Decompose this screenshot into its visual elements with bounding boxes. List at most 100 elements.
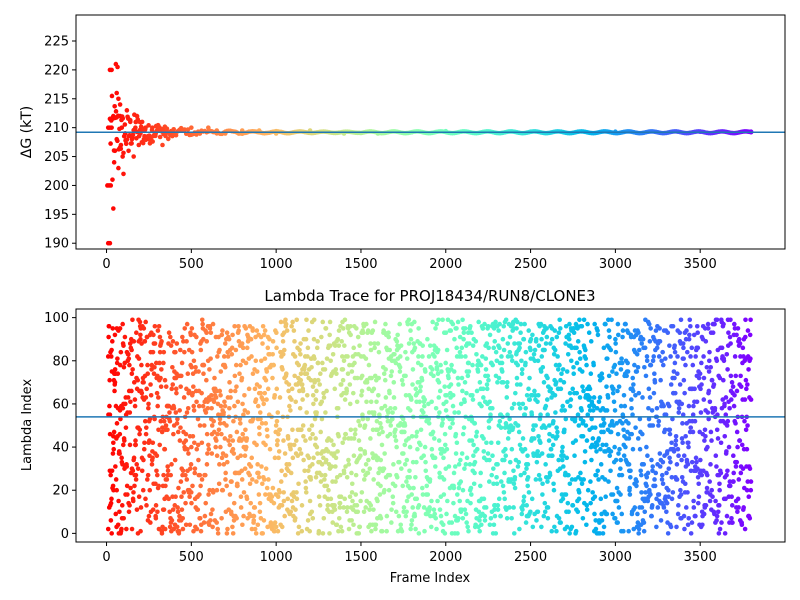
lambda-point <box>108 472 113 478</box>
lambda-point <box>591 362 596 368</box>
lambda-point <box>175 429 181 435</box>
lambda-point <box>207 397 213 402</box>
lambda-x-tick-label: 0 <box>102 550 110 565</box>
lambda-point <box>445 498 450 504</box>
lambda-point <box>378 421 383 426</box>
lambda-point <box>409 518 415 523</box>
lambda-point <box>156 395 161 400</box>
lambda-point <box>610 390 616 396</box>
lambda-point <box>183 500 188 506</box>
lambda-point <box>574 360 580 366</box>
lambda-point <box>184 477 190 482</box>
lambda-point <box>126 356 132 361</box>
lambda-point <box>614 371 619 377</box>
lambda-point <box>344 388 350 394</box>
lambda-point <box>107 431 113 437</box>
lambda-point <box>281 438 286 443</box>
lambda-point <box>195 416 201 422</box>
lambda-point <box>421 453 427 459</box>
lambda-point <box>383 321 388 327</box>
dg-point <box>165 136 171 142</box>
lambda-point <box>274 386 280 392</box>
lambda-point <box>428 513 433 519</box>
lambda-point <box>400 382 406 387</box>
lambda-point <box>105 526 111 532</box>
lambda-point <box>362 451 368 456</box>
lambda-point <box>562 427 567 433</box>
lambda-point <box>736 336 742 342</box>
lambda-point <box>173 494 178 499</box>
lambda-point <box>688 531 694 536</box>
lambda-point <box>270 375 275 381</box>
lambda-point <box>292 354 298 359</box>
dg-x-tick-label: 3500 <box>684 257 717 272</box>
lambda-point <box>412 345 418 351</box>
lambda-point <box>376 375 382 381</box>
lambda-point <box>413 474 418 480</box>
lambda-point <box>166 496 171 502</box>
lambda-point <box>445 317 451 323</box>
lambda-point <box>224 330 230 336</box>
lambda-point <box>452 336 457 342</box>
lambda-point <box>398 343 404 348</box>
lambda-point <box>171 431 176 437</box>
lambda-point <box>585 412 591 418</box>
lambda-point <box>567 481 573 487</box>
lambda-point <box>330 352 336 357</box>
lambda-point <box>107 377 112 383</box>
lambda-point <box>161 507 167 512</box>
lambda-point <box>460 515 466 521</box>
lambda-point <box>207 326 213 331</box>
lambda-point <box>533 423 538 428</box>
lambda-point <box>463 511 469 517</box>
lambda-point <box>311 455 316 461</box>
dg-point <box>122 122 128 127</box>
lambda-point <box>283 321 289 327</box>
lambda-point <box>488 416 493 422</box>
lambda-point <box>606 328 612 333</box>
lambda-point <box>516 429 522 435</box>
lambda-point <box>135 466 141 471</box>
lambda-point <box>672 360 678 366</box>
lambda-point <box>498 425 504 430</box>
lambda-point <box>404 498 410 504</box>
dg-x-tick-label: 1000 <box>260 257 293 272</box>
lambda-point <box>423 369 428 374</box>
lambda-point <box>301 457 306 463</box>
lambda-point <box>221 462 227 467</box>
dg-point <box>142 127 148 132</box>
lambda-point <box>721 377 726 383</box>
lambda-point <box>650 358 656 364</box>
lambda-point <box>690 412 696 418</box>
dg-point <box>115 64 120 70</box>
lambda-point <box>313 474 319 480</box>
lambda-point <box>200 336 206 342</box>
lambda-point <box>639 341 645 346</box>
lambda-point <box>267 446 273 452</box>
lambda-point <box>485 323 491 329</box>
lambda-point <box>351 522 356 528</box>
lambda-point <box>345 505 350 510</box>
lambda-point <box>482 518 488 523</box>
lambda-point <box>215 431 220 437</box>
lambda-point <box>256 470 261 476</box>
lambda-point <box>393 438 399 443</box>
lambda-point <box>168 334 173 340</box>
lambda-point <box>315 377 321 383</box>
lambda-point <box>169 462 174 467</box>
lambda-x-tick-label: 1500 <box>344 550 377 565</box>
lambda-point <box>296 481 301 487</box>
lambda-point <box>443 360 449 366</box>
lambda-point <box>420 492 426 497</box>
lambda-point <box>138 332 143 338</box>
lambda-point <box>180 526 186 532</box>
lambda-point <box>129 526 135 532</box>
lambda-point <box>656 423 661 428</box>
lambda-point <box>148 382 153 387</box>
lambda-point <box>145 472 151 478</box>
lambda-point <box>522 412 528 418</box>
lambda-point <box>380 429 385 435</box>
lambda-point <box>155 509 160 515</box>
lambda-point <box>223 453 229 459</box>
lambda-point <box>492 507 497 512</box>
